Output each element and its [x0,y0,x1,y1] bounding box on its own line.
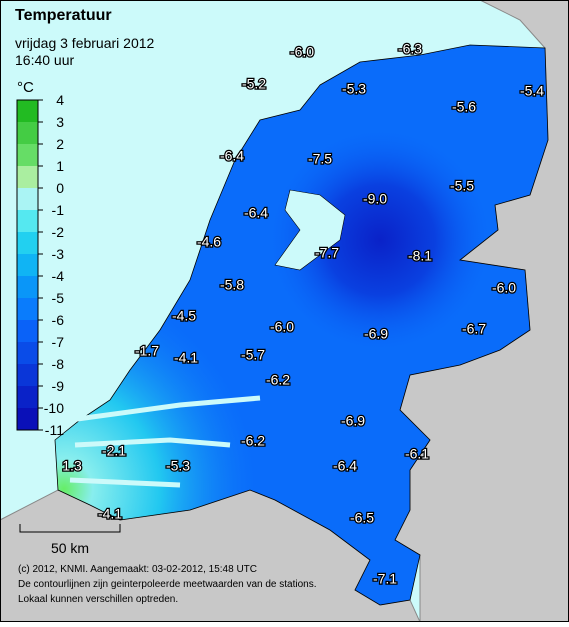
legend-tick-label: -9 [52,378,65,394]
station-temperature: -6.4 [333,458,357,474]
station-temperature: -2.1 [102,443,126,459]
estuaries [69,395,261,488]
legend-tick-label: -11 [45,422,64,438]
legend-band [17,232,38,254]
station-temperature: -4.6 [197,234,221,250]
station-temperature: -4.5 [172,308,196,324]
legend-tick-label: -3 [52,246,65,262]
legend-band [17,100,38,122]
legend-tick-label: 1 [56,158,64,174]
scale-label: 50 km [51,540,89,556]
legend-band [17,188,38,210]
station-temperature: -6.0 [290,44,314,60]
legend-band [17,298,38,320]
station-temperature: -5.7 [241,347,265,363]
legend-tick-label: -10 [44,400,64,416]
stations: -6.0 -6.3 -5.2 -5.3 -5.4 -5.6 -6.4 -7.5 -9.0 -5.5… [61,39,546,588]
station-temperature: -5.4 [520,83,544,99]
station-temperature: -6.7 [462,321,486,337]
station-temperature: -6.2 [241,433,265,449]
scale-bar [19,524,121,533]
legend-box [16,99,39,431]
station-temperature: -5.3 [166,458,190,474]
legend-tick-label: -2 [52,224,65,240]
legend-band [17,342,38,364]
station-temperature: -8.1 [408,248,432,264]
legend-band [17,166,38,188]
legend-tick-label: 0 [56,180,64,196]
ijsselmeer [274,189,346,271]
station-temperature: -7.7 [315,245,339,261]
legend-tick-label: 2 [56,136,64,152]
station-temperature: -6.0 [492,280,516,296]
station-temperature: -5.3 [342,81,366,97]
legend: 4 3 2 1 0 -1 -2 -3 -4 -5 -6 -7 -8 -9 -10 -11 [16,92,65,438]
station-temperature: -6.0 [270,319,294,335]
legend-band [17,320,38,342]
border [54,44,549,606]
station-temperature: -6.4 [244,205,268,221]
legend-tick-label: -5 [52,290,65,306]
legend-tick-label: -8 [52,356,65,372]
legend-tick-label: -7 [52,334,65,350]
station-temperature: -5.5 [450,178,474,194]
station-temperature: -5.6 [452,99,476,115]
legend-tick-label: -6 [52,312,65,328]
title: Temperatuur [15,7,112,24]
footer-line: De contourlijnen zijn geinterpoleerde me… [18,579,317,590]
footer-line: Lokaal kunnen verschillen optreden. [18,594,178,605]
time: 16:40 uur [15,52,74,68]
legend-band [17,210,38,232]
station-temperature: -6.5 [350,510,374,526]
legend-band [17,408,38,430]
station-temperature: -5.8 [220,277,244,293]
station-temperature: -4.1 [174,350,198,366]
station-temperature: -6.2 [266,372,290,388]
legend-unit: °C [17,79,34,96]
station-temperature: -6.9 [364,326,388,342]
legend-tick-label: -4 [52,268,65,284]
station-temperature: -4.1 [98,506,122,522]
station-temperature: -7.1 [373,571,397,587]
station-temperature: -6.3 [398,41,422,57]
footer-line: (c) 2012, KNMI. Aangemaakt: 03-02-2012, … [18,564,257,575]
legend-band [17,364,38,386]
station-temperature: -6.4 [220,148,244,164]
station-temperature: -6.1 [405,446,429,462]
station-temperature: -1.7 [135,343,159,359]
legend-band [17,254,38,276]
legend-band [17,144,38,166]
legend-tick-label: -1 [52,202,65,218]
station-temperature: 1.3 [62,458,82,474]
legend-band [17,122,38,144]
legend-tick-label: 4 [56,92,64,108]
legend-band [17,386,38,408]
station-temperature: -9.0 [363,191,387,207]
station-temperature: -6.9 [341,413,365,429]
date: vrijdag 3 februari 2012 [15,35,155,51]
station-temperature: -5.2 [242,76,266,92]
station-temperature: -7.5 [308,151,332,167]
legend-tick-label: 3 [56,114,64,130]
legend-band [17,276,38,298]
